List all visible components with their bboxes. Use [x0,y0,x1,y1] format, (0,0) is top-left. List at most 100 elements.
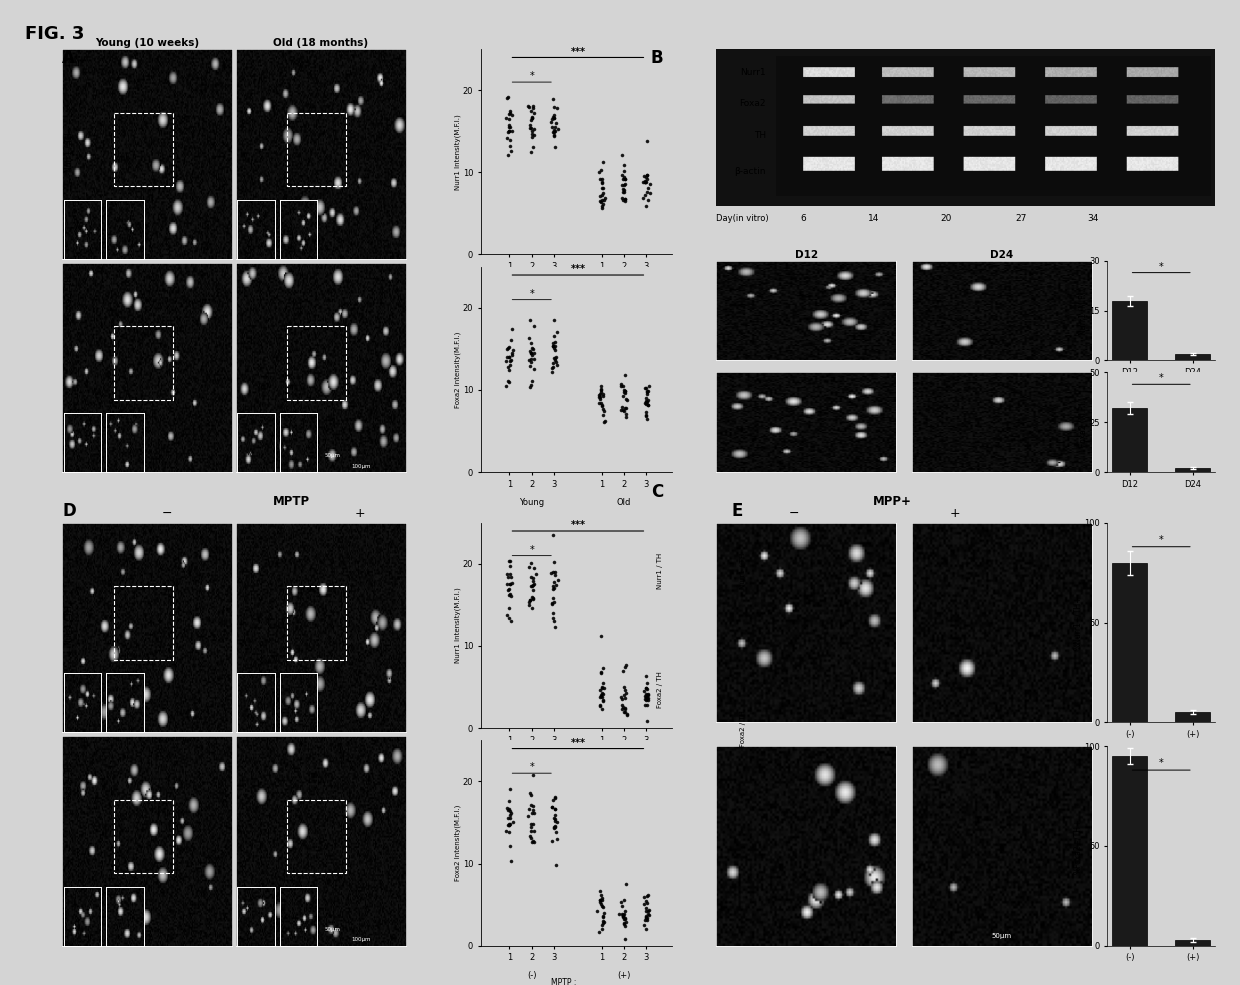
Point [546,577,565,593]
Point [518,809,538,824]
Text: 20: 20 [940,214,951,224]
Point [613,897,632,913]
Point [640,185,660,201]
Point [613,908,632,924]
Point [502,575,522,591]
Point [593,179,613,195]
Point [547,814,567,829]
Point [522,109,542,125]
Point [547,100,567,116]
Point [521,593,541,609]
Point [594,675,614,690]
Point [543,564,563,580]
Point [546,119,565,135]
Point [544,139,564,155]
Point [500,810,520,825]
Point [589,395,609,411]
Text: *: * [529,762,534,772]
Point [498,106,518,122]
Text: 34: 34 [1087,214,1099,224]
Point [594,914,614,930]
Point [615,191,635,207]
Point [637,888,657,904]
Point [522,355,542,370]
Y-axis label: Nurr1 (M.F.I.): Nurr1 (M.F.I.) [1079,286,1087,335]
Point [497,340,517,356]
Point [590,386,610,402]
Point [639,902,658,918]
Point [498,123,518,139]
Point [613,166,632,182]
Point [544,810,564,825]
Point [543,124,563,140]
Point [591,898,611,914]
Point [520,358,539,373]
Point [523,798,543,814]
Point [498,123,518,139]
Point [522,589,542,605]
Point [543,355,563,370]
Y-axis label: %Nurr1+/TH+: %Nurr1+/TH+ [1074,595,1083,650]
Point [591,896,611,912]
Text: ***: *** [570,738,585,748]
Point [594,415,614,430]
Point [637,392,657,408]
Point [521,556,541,571]
Point [544,123,564,139]
Point [639,903,658,919]
Point [543,339,563,355]
Point [636,408,656,424]
Point [498,373,518,389]
Point [593,693,613,709]
Point [637,184,657,200]
Point [615,176,635,192]
Point [501,614,521,629]
Point [614,915,634,931]
Y-axis label: Foxa2 (M.F.I.): Foxa2 (M.F.I.) [1079,397,1087,447]
Point [497,576,517,592]
Point [544,127,564,143]
Point [615,932,635,948]
Text: (-): (-) [527,754,537,762]
Text: FIG. 3: FIG. 3 [25,25,84,42]
Point [615,910,635,926]
Point [637,895,657,911]
Point [518,99,538,115]
Point [544,574,564,590]
Point [593,175,613,191]
Text: Nurr1 / TH: Nurr1 / TH [657,554,663,589]
Point [542,596,562,612]
Point [523,98,543,113]
Point [521,377,541,393]
Point [635,174,655,190]
Bar [1112,300,1147,361]
Point [613,906,632,922]
Point [523,573,543,589]
Point [591,917,611,933]
Point [523,140,543,156]
Point [614,679,634,694]
Point [501,588,521,604]
Text: Nurr1 / TH: Nurr1 / TH [64,133,73,172]
Point [636,692,656,708]
Point [636,169,656,185]
Point [593,909,613,925]
Point [522,372,542,388]
Text: *: * [529,71,534,82]
Point [636,893,656,909]
Point [542,596,562,612]
Point [613,664,632,680]
Point [547,823,567,839]
Point [500,104,520,120]
Point [614,184,634,200]
Point [636,393,656,409]
Point [589,387,609,403]
Point [525,121,544,137]
Text: Day(in vitro): Day(in vitro) [717,214,769,224]
Point [544,594,564,610]
Point [542,361,562,376]
Title: Young (10 weeks): Young (10 weeks) [95,38,200,48]
Point [639,192,658,208]
Point [593,185,613,201]
Point [593,921,613,937]
